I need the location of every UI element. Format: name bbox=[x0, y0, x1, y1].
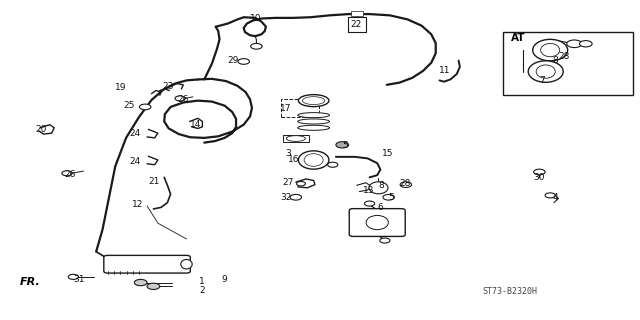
Circle shape bbox=[62, 171, 72, 176]
Bar bbox=[280, 99, 319, 116]
Text: 9: 9 bbox=[221, 275, 227, 284]
Text: 31: 31 bbox=[74, 275, 84, 284]
Text: 20: 20 bbox=[35, 125, 47, 134]
Text: 16: 16 bbox=[288, 155, 300, 164]
Circle shape bbox=[175, 96, 185, 101]
Text: 8: 8 bbox=[552, 56, 558, 65]
FancyBboxPatch shape bbox=[104, 255, 190, 273]
Text: 7: 7 bbox=[540, 76, 545, 85]
Text: 15: 15 bbox=[382, 148, 394, 157]
Circle shape bbox=[140, 104, 151, 110]
Text: 32: 32 bbox=[280, 193, 291, 202]
Text: 4: 4 bbox=[552, 193, 557, 202]
Bar bbox=[351, 11, 364, 15]
Circle shape bbox=[68, 274, 78, 279]
Text: 11: 11 bbox=[439, 67, 451, 76]
Text: 10: 10 bbox=[250, 14, 262, 23]
Circle shape bbox=[566, 40, 582, 48]
Ellipse shape bbox=[528, 61, 563, 82]
Text: 2: 2 bbox=[199, 286, 205, 295]
Text: 5: 5 bbox=[388, 193, 394, 202]
Circle shape bbox=[251, 44, 262, 49]
Ellipse shape bbox=[366, 215, 388, 230]
Ellipse shape bbox=[304, 154, 323, 166]
Ellipse shape bbox=[298, 95, 329, 107]
Text: 25: 25 bbox=[123, 101, 134, 110]
Circle shape bbox=[579, 41, 592, 47]
Text: 24: 24 bbox=[129, 129, 141, 138]
Circle shape bbox=[238, 59, 250, 64]
Ellipse shape bbox=[286, 136, 305, 141]
Text: 14: 14 bbox=[189, 120, 201, 129]
Text: 3: 3 bbox=[285, 148, 291, 157]
Text: 6: 6 bbox=[377, 203, 383, 212]
Circle shape bbox=[400, 182, 412, 188]
Circle shape bbox=[336, 142, 349, 148]
Ellipse shape bbox=[536, 65, 556, 78]
Circle shape bbox=[147, 283, 160, 290]
Text: 21: 21 bbox=[148, 177, 160, 186]
Text: 24: 24 bbox=[129, 157, 141, 166]
Text: 23: 23 bbox=[163, 82, 173, 91]
Circle shape bbox=[365, 201, 374, 206]
Text: 1: 1 bbox=[199, 277, 205, 286]
Text: 28: 28 bbox=[559, 52, 570, 61]
Ellipse shape bbox=[298, 151, 329, 169]
Text: 5: 5 bbox=[342, 141, 348, 150]
Bar bbox=[283, 135, 308, 142]
Text: 13: 13 bbox=[364, 187, 375, 196]
Circle shape bbox=[545, 193, 556, 198]
Text: 26: 26 bbox=[65, 170, 76, 179]
Ellipse shape bbox=[532, 39, 568, 61]
Text: ST73-B2320H: ST73-B2320H bbox=[482, 287, 537, 296]
Text: 22: 22 bbox=[351, 20, 362, 29]
Text: 26: 26 bbox=[177, 95, 188, 104]
Circle shape bbox=[296, 181, 305, 186]
Ellipse shape bbox=[298, 113, 330, 118]
Text: FR.: FR. bbox=[20, 276, 40, 287]
Text: 27: 27 bbox=[282, 178, 293, 187]
Ellipse shape bbox=[180, 260, 192, 269]
Circle shape bbox=[380, 238, 390, 243]
Text: AT: AT bbox=[511, 33, 525, 44]
Ellipse shape bbox=[369, 182, 388, 194]
Text: 28: 28 bbox=[399, 179, 411, 188]
Text: 19: 19 bbox=[115, 84, 126, 92]
Text: 29: 29 bbox=[227, 56, 239, 65]
Text: 17: 17 bbox=[280, 104, 291, 113]
Ellipse shape bbox=[303, 97, 324, 105]
Text: 12: 12 bbox=[132, 200, 143, 209]
Circle shape bbox=[328, 162, 338, 167]
Bar bbox=[348, 17, 366, 32]
Ellipse shape bbox=[541, 44, 560, 57]
Text: 30: 30 bbox=[533, 173, 545, 182]
Circle shape bbox=[534, 169, 545, 175]
Ellipse shape bbox=[298, 119, 330, 124]
Text: 8: 8 bbox=[378, 181, 384, 190]
Circle shape bbox=[134, 279, 147, 286]
Ellipse shape bbox=[298, 125, 330, 130]
Circle shape bbox=[290, 195, 301, 200]
Bar bbox=[503, 32, 634, 95]
Circle shape bbox=[383, 195, 394, 200]
FancyBboxPatch shape bbox=[349, 209, 405, 236]
